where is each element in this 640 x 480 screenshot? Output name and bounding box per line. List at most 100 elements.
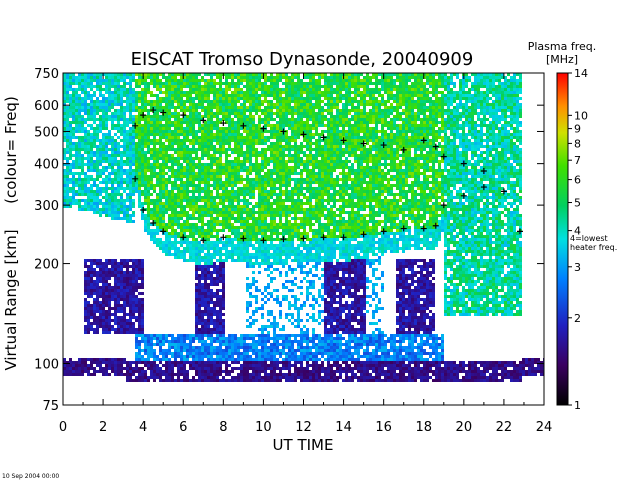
- heatmap-cell: [228, 358, 231, 361]
- heatmap-cell: [90, 283, 93, 286]
- heatmap-cell: [195, 76, 198, 79]
- heatmap-cell: [165, 154, 168, 157]
- heatmap-cell: [219, 268, 222, 271]
- heatmap-cell: [267, 136, 270, 139]
- heatmap-cell: [261, 88, 264, 91]
- heatmap-cell: [84, 310, 87, 313]
- heatmap-cell: [66, 94, 69, 97]
- heatmap-cell: [129, 97, 132, 100]
- heatmap-cell: [264, 88, 267, 91]
- heatmap-cell: [198, 280, 201, 283]
- heatmap-cell: [201, 274, 204, 277]
- heatmap-cell: [225, 355, 228, 358]
- heatmap-cell: [270, 235, 273, 238]
- heatmap-cell: [159, 175, 162, 178]
- heatmap-cell: [117, 82, 120, 85]
- heatmap-cell: [213, 115, 216, 118]
- heatmap-cell: [75, 190, 78, 193]
- heatmap-cell: [192, 124, 195, 127]
- heatmap-cell: [162, 241, 165, 244]
- heatmap-cell: [249, 118, 252, 121]
- heatmap-cell: [141, 205, 144, 208]
- heatmap-cell: [270, 379, 273, 382]
- heatmap-cell: [72, 82, 75, 85]
- heatmap-cell: [267, 340, 270, 343]
- heatmap-cell: [189, 91, 192, 94]
- heatmap-cell: [66, 76, 69, 79]
- heatmap-cell: [195, 274, 198, 277]
- heatmap-cell: [96, 157, 99, 160]
- heatmap-cell: [165, 88, 168, 91]
- heatmap-cell: [129, 133, 132, 136]
- heatmap-cell: [237, 127, 240, 130]
- heatmap-cell: [87, 313, 90, 316]
- heatmap-cell: [249, 346, 252, 349]
- heatmap-cell: [177, 142, 180, 145]
- heatmap-cell: [183, 160, 186, 163]
- heatmap-cell: [78, 373, 81, 376]
- heatmap-cell: [222, 319, 225, 322]
- heatmap-cell: [93, 133, 96, 136]
- heatmap-cell: [186, 136, 189, 139]
- heatmap-cell: [219, 178, 222, 181]
- heatmap-cell: [255, 220, 258, 223]
- heatmap-cell: [261, 244, 264, 247]
- heatmap-cell: [195, 247, 198, 250]
- heatmap-cell: [273, 97, 276, 100]
- heatmap-cell: [222, 205, 225, 208]
- heatmap-cell: [159, 169, 162, 172]
- heatmap-cell: [141, 325, 144, 328]
- heatmap-cell: [84, 178, 87, 181]
- heatmap-cell: [87, 292, 90, 295]
- heatmap-cell: [159, 229, 162, 232]
- heatmap-cell: [192, 199, 195, 202]
- heatmap-cell: [84, 106, 87, 109]
- heatmap-cell: [180, 94, 183, 97]
- heatmap-cell: [81, 181, 84, 184]
- heatmap-cell: [222, 247, 225, 250]
- heatmap-cell: [234, 208, 237, 211]
- heatmap-cell: [111, 163, 114, 166]
- heatmap-cell: [147, 202, 150, 205]
- heatmap-cell: [249, 151, 252, 154]
- heatmap-cell: [75, 172, 78, 175]
- heatmap-cell: [96, 187, 99, 190]
- heatmap-cell: [138, 193, 141, 196]
- heatmap-cell: [102, 283, 105, 286]
- heatmap-cell: [255, 298, 258, 301]
- heatmap-cell: [81, 109, 84, 112]
- heatmap-cell: [153, 163, 156, 166]
- heatmap-cell: [246, 223, 249, 226]
- heatmap-cell: [114, 94, 117, 97]
- heatmap-cell: [204, 262, 207, 265]
- heatmap-cell: [216, 325, 219, 328]
- heatmap-cell: [144, 193, 147, 196]
- heatmap-cell: [159, 376, 162, 379]
- heatmap-cell: [96, 199, 99, 202]
- heatmap-cell: [258, 328, 261, 331]
- heatmap-cell: [261, 91, 264, 94]
- heatmap-cell: [159, 127, 162, 130]
- heatmap-cell: [243, 361, 246, 364]
- heatmap-cell: [126, 361, 129, 364]
- heatmap-cell: [219, 304, 222, 307]
- heatmap-cell: [198, 256, 201, 259]
- heatmap-cell: [225, 211, 228, 214]
- heatmap-cell: [126, 214, 129, 217]
- heatmap-cell: [264, 82, 267, 85]
- heatmap-cell: [150, 157, 153, 160]
- heatmap-cell: [210, 82, 213, 85]
- heatmap-cell: [231, 136, 234, 139]
- heatmap-cell: [267, 175, 270, 178]
- heatmap-cell: [210, 160, 213, 163]
- heatmap-cell: [141, 103, 144, 106]
- heatmap-cell: [246, 364, 249, 367]
- heatmap-cell: [135, 148, 138, 151]
- heatmap-cell: [96, 130, 99, 133]
- heatmap-cell: [210, 193, 213, 196]
- heatmap-cell: [144, 199, 147, 202]
- heatmap-cell: [84, 94, 87, 97]
- heatmap-cell: [246, 349, 249, 352]
- heatmap-cell: [189, 226, 192, 229]
- heatmap-cell: [186, 133, 189, 136]
